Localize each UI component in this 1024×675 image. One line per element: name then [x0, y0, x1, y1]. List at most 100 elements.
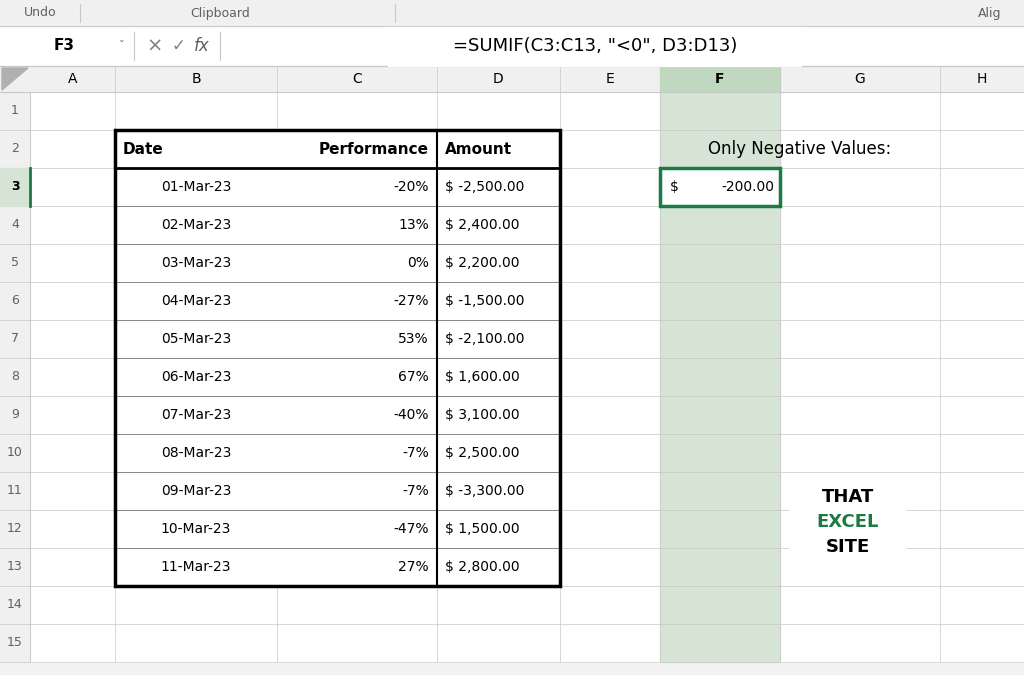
Bar	[30, 282, 1024, 320]
Text: 10: 10	[7, 446, 23, 460]
Bar	[30, 510, 1024, 548]
Bar	[0, 26, 1024, 66]
Bar	[30, 320, 1024, 358]
Bar	[0, 586, 30, 624]
Text: 11: 11	[7, 485, 23, 497]
Text: 02-Mar-23: 02-Mar-23	[161, 218, 231, 232]
Text: -7%: -7%	[402, 484, 429, 498]
Text: ✓: ✓	[171, 37, 185, 55]
Text: THAT: THAT	[821, 488, 873, 506]
Text: 7: 7	[11, 333, 19, 346]
Bar	[790, 477, 905, 567]
Bar	[390, 29, 800, 65]
Bar	[660, 396, 780, 434]
Bar	[660, 282, 780, 320]
Text: 04-Mar-23: 04-Mar-23	[161, 294, 231, 308]
Bar	[660, 92, 780, 130]
Text: fx: fx	[195, 37, 210, 55]
Bar	[30, 396, 1024, 434]
Bar	[0, 244, 30, 282]
Text: Only Negative Values:: Only Negative Values:	[709, 140, 892, 158]
Text: 53%: 53%	[398, 332, 429, 346]
Text: 05-Mar-23: 05-Mar-23	[161, 332, 231, 346]
Text: F3: F3	[53, 38, 75, 53]
Text: -27%: -27%	[393, 294, 429, 308]
Text: ˇ: ˇ	[119, 41, 125, 51]
Text: 12: 12	[7, 522, 23, 535]
Text: 14: 14	[7, 599, 23, 612]
Text: SITE: SITE	[825, 538, 869, 556]
Bar	[0, 510, 30, 548]
Text: $ -2,100.00: $ -2,100.00	[445, 332, 524, 346]
Text: $: $	[670, 180, 679, 194]
Text: $ 2,400.00: $ 2,400.00	[445, 218, 519, 232]
Text: D: D	[494, 72, 504, 86]
Text: 15: 15	[7, 637, 23, 649]
Bar	[0, 472, 30, 510]
Text: $ -2,500.00: $ -2,500.00	[445, 180, 524, 194]
Text: $ 2,500.00: $ 2,500.00	[445, 446, 519, 460]
Text: A: A	[68, 72, 77, 86]
Bar	[660, 586, 780, 624]
Bar	[0, 282, 30, 320]
Text: E: E	[605, 72, 614, 86]
Text: ×: ×	[146, 36, 163, 55]
Text: Alig: Alig	[978, 7, 1001, 20]
Bar	[30, 168, 1024, 206]
Text: Clipboard: Clipboard	[190, 7, 250, 20]
Bar	[115, 130, 560, 586]
Bar	[115, 130, 560, 586]
Text: 01-Mar-23: 01-Mar-23	[161, 180, 231, 194]
Text: $ -3,300.00: $ -3,300.00	[445, 484, 524, 498]
Bar	[660, 472, 780, 510]
Text: -7%: -7%	[402, 446, 429, 460]
Text: G: G	[855, 72, 865, 86]
Text: -40%: -40%	[393, 408, 429, 422]
Text: 0%: 0%	[408, 256, 429, 270]
Text: H: H	[977, 72, 987, 86]
Text: F: F	[715, 72, 725, 86]
Bar	[30, 92, 1024, 130]
Text: -200.00: -200.00	[721, 180, 774, 194]
Text: Date: Date	[123, 142, 164, 157]
Text: 06-Mar-23: 06-Mar-23	[161, 370, 231, 384]
Bar	[660, 548, 780, 586]
Text: -20%: -20%	[393, 180, 429, 194]
Text: $ 3,100.00: $ 3,100.00	[445, 408, 519, 422]
Text: 11-Mar-23: 11-Mar-23	[161, 560, 231, 574]
Text: EXCEL: EXCEL	[816, 513, 879, 531]
Bar	[660, 320, 780, 358]
Bar	[30, 586, 1024, 624]
Bar	[30, 206, 1024, 244]
Text: $ 1,500.00: $ 1,500.00	[445, 522, 519, 536]
Text: 13%: 13%	[398, 218, 429, 232]
Bar	[660, 66, 780, 92]
Bar	[30, 244, 1024, 282]
Bar	[0, 320, 30, 358]
Text: 27%: 27%	[398, 560, 429, 574]
Text: $ 2,200.00: $ 2,200.00	[445, 256, 519, 270]
Bar	[660, 206, 780, 244]
Text: -47%: -47%	[393, 522, 429, 536]
Bar	[30, 472, 1024, 510]
Bar	[0, 548, 30, 586]
Text: 13: 13	[7, 560, 23, 574]
Bar	[0, 168, 30, 206]
Text: C: C	[352, 72, 361, 86]
Text: 08-Mar-23: 08-Mar-23	[161, 446, 231, 460]
Text: 3: 3	[10, 180, 19, 194]
Bar	[660, 168, 780, 206]
Text: 9: 9	[11, 408, 18, 421]
Text: Undo: Undo	[24, 7, 56, 20]
Text: 09-Mar-23: 09-Mar-23	[161, 484, 231, 498]
Bar	[660, 510, 780, 548]
Text: Amount: Amount	[445, 142, 512, 157]
Bar	[660, 168, 780, 206]
Bar	[30, 130, 1024, 168]
Text: 67%: 67%	[398, 370, 429, 384]
Bar	[660, 434, 780, 472]
Bar	[0, 434, 30, 472]
Bar	[30, 434, 1024, 472]
Bar	[660, 130, 780, 168]
Text: 10-Mar-23: 10-Mar-23	[161, 522, 231, 536]
